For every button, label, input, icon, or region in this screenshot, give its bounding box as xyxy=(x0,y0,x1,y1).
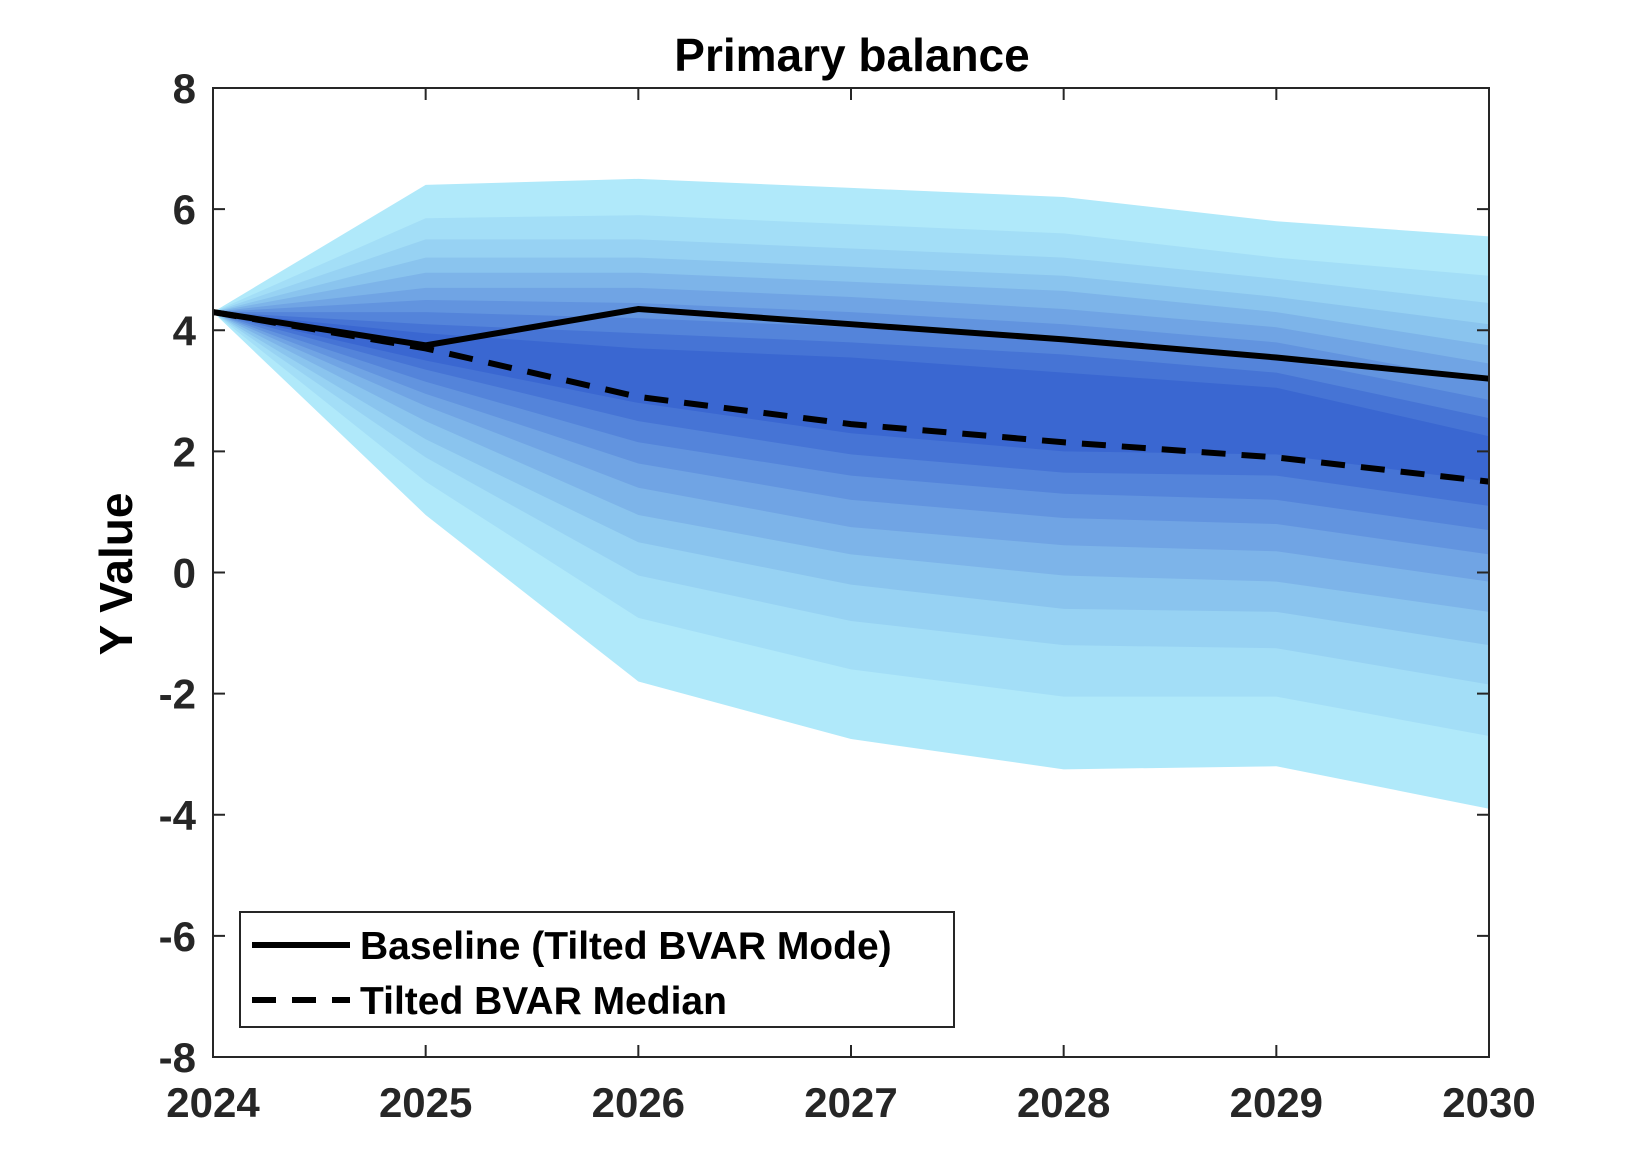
x-tick-label: 2029 xyxy=(1230,1079,1323,1126)
legend-label-median: Tilted BVAR Median xyxy=(360,980,727,1023)
y-tick-labels: -8 -6 -4 -2 0 2 4 6 8 xyxy=(159,65,197,1081)
y-tick-label: -2 xyxy=(159,671,196,718)
axis-ticks xyxy=(212,87,1490,1058)
y-tick-label: 8 xyxy=(173,65,196,112)
y-tick-label: -4 xyxy=(159,792,197,839)
y-tick-label: -8 xyxy=(159,1034,196,1081)
x-tick-label: 2026 xyxy=(592,1079,685,1126)
x-tick-label: 2030 xyxy=(1442,1079,1535,1126)
legend: Baseline (Tilted BVAR Mode) Tilted BVAR … xyxy=(239,911,955,1028)
chart-title: Primary balance xyxy=(674,29,1029,81)
x-tick-label: 2024 xyxy=(166,1079,260,1126)
legend-label-baseline: Baseline (Tilted BVAR Mode) xyxy=(360,925,892,968)
x-tick-labels: 2024 2025 2026 2027 2028 2029 2030 xyxy=(166,1079,1535,1126)
fan-chart-bands xyxy=(213,178,1489,809)
y-tick-label: 2 xyxy=(173,428,196,475)
y-axis-label: Y Value xyxy=(90,493,142,656)
fan-band-10 xyxy=(213,312,1489,482)
x-tick-label: 2027 xyxy=(804,1079,897,1126)
series-line-median xyxy=(212,309,1490,485)
y-tick-label: 0 xyxy=(173,550,196,597)
x-tick-label: 2028 xyxy=(1017,1079,1110,1126)
legend-box xyxy=(239,911,955,1028)
y-tick-label: 4 xyxy=(173,307,197,354)
x-tick-label: 2025 xyxy=(379,1079,472,1126)
y-tick-label: 6 xyxy=(173,186,196,233)
y-tick-label: -6 xyxy=(159,913,196,960)
series-lines xyxy=(212,306,1490,485)
